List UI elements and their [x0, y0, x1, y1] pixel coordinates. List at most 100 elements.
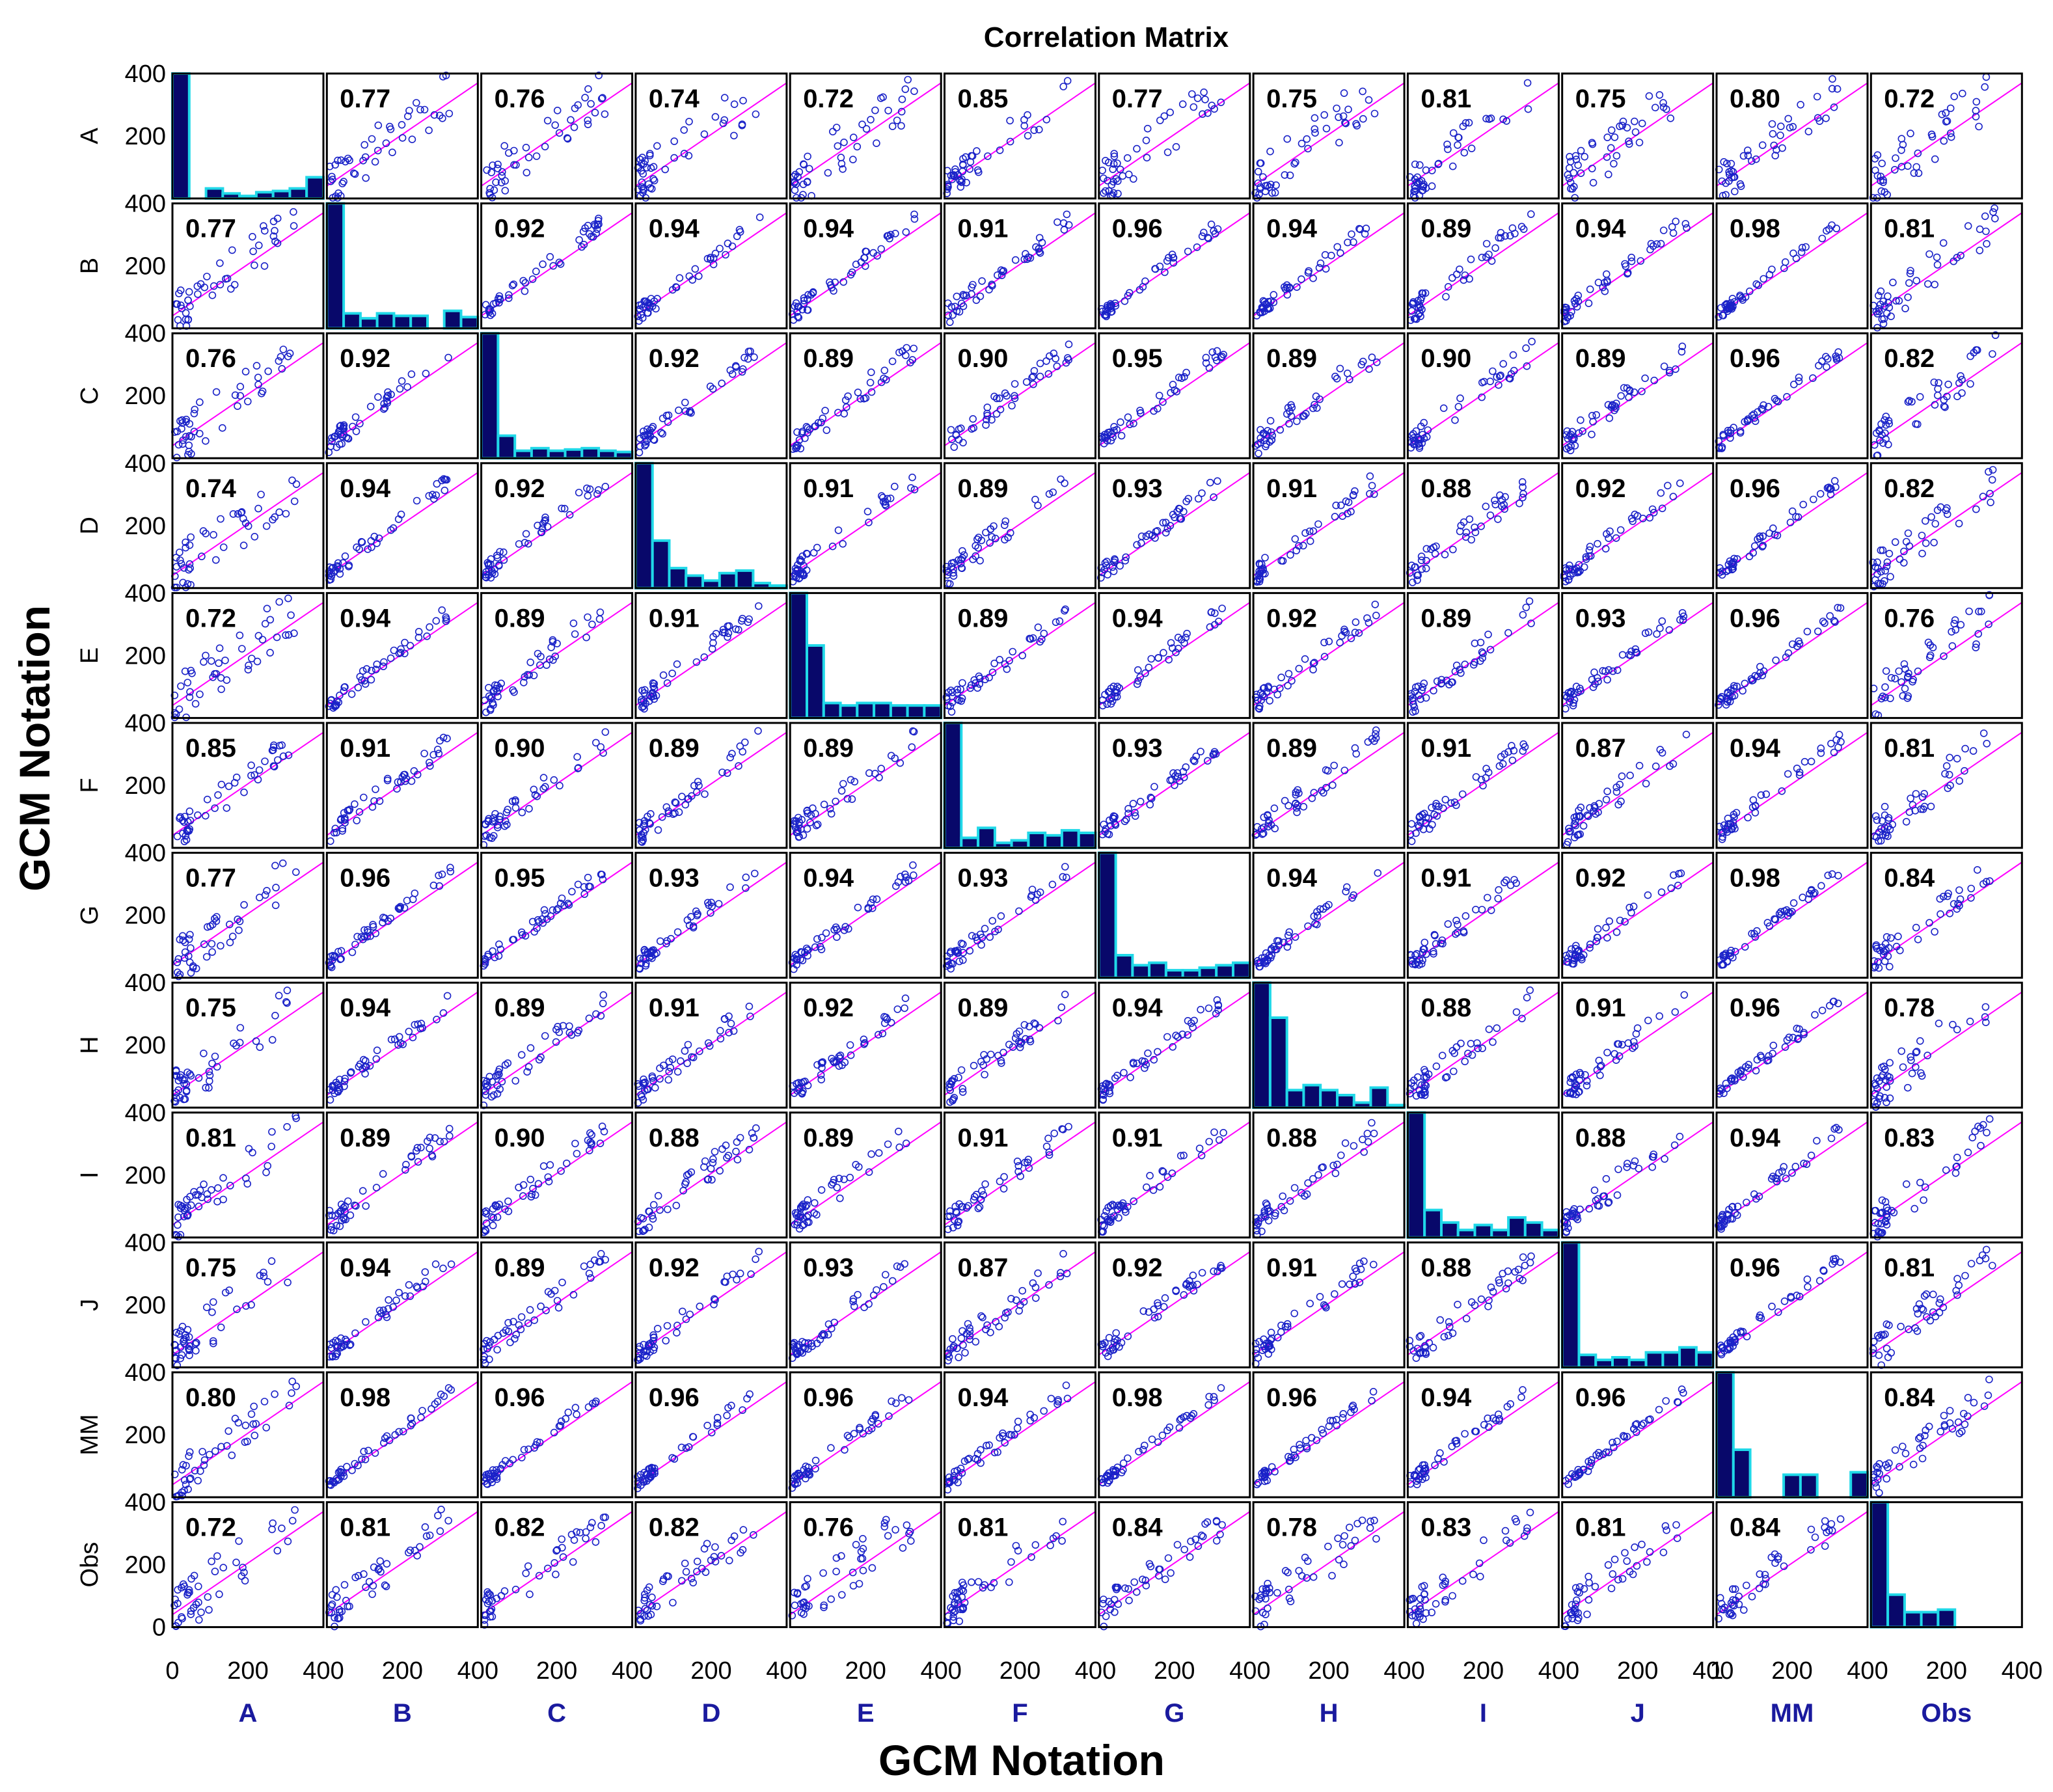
- scatter-point: [984, 152, 992, 160]
- histogram-bar: [1114, 954, 1134, 979]
- scatter-point: [539, 260, 547, 268]
- scatter-point: [357, 537, 366, 546]
- scatter-point: [1410, 441, 1418, 448]
- scatter-point: [739, 96, 747, 105]
- panel-a-vs-d: 0.74: [634, 72, 788, 202]
- scatter-point: [996, 405, 1005, 414]
- scatter-point: [1482, 502, 1490, 511]
- panel-b-vs-j: 0.94: [1560, 202, 1715, 330]
- scatter-point: [219, 543, 228, 551]
- scatter-point: [1892, 154, 1899, 162]
- panel-g-vs-obs: 0.84: [1869, 852, 2023, 979]
- scatter-point: [490, 686, 498, 695]
- scatter-point: [1879, 297, 1887, 306]
- scatter-point: [182, 433, 190, 441]
- correlation-label: 0.94: [1730, 734, 1781, 763]
- correlation-label: 0.88: [1421, 994, 1471, 1022]
- scatter-point: [429, 495, 438, 503]
- scatter-point: [1897, 146, 1905, 154]
- correlation-label: 0.91: [1421, 734, 1471, 763]
- scatter-point: [863, 508, 872, 516]
- scatter-point: [867, 368, 875, 377]
- scatter-point: [346, 156, 353, 165]
- scatter-point: [947, 171, 955, 180]
- histogram-bar: [685, 574, 704, 590]
- scatter-point: [1635, 139, 1644, 146]
- panel-frame: [1098, 72, 1251, 200]
- scatter-point: [1311, 401, 1318, 409]
- scatter-point: [1528, 338, 1536, 346]
- panel-f-vs-c: 0.90: [480, 722, 634, 849]
- scatter-point: [374, 121, 383, 129]
- histogram-bar: [513, 449, 534, 460]
- scatter-point: [1406, 173, 1414, 181]
- scatter-point: [1871, 576, 1879, 584]
- scatter-point: [532, 152, 541, 160]
- scatter-point: [522, 144, 530, 152]
- scatter-point: [1943, 117, 1951, 125]
- scatter-point: [837, 159, 846, 168]
- scatter-point: [1718, 177, 1726, 185]
- panel-f-vs-obs: 0.81: [1869, 722, 2023, 849]
- scatter-point: [1610, 159, 1618, 168]
- scatter-point: [279, 346, 288, 353]
- scatter-point: [202, 437, 210, 445]
- scatter-point: [1413, 576, 1421, 584]
- scatter-point: [379, 405, 388, 413]
- scatter-point: [1204, 234, 1213, 243]
- scatter-point: [271, 226, 279, 235]
- scatter-point: [1126, 420, 1134, 429]
- scatter-point: [947, 426, 955, 434]
- scatter-point: [1217, 98, 1225, 107]
- scatter-point: [487, 560, 495, 569]
- scatter-point: [1169, 254, 1177, 262]
- correlation-label: 0.91: [958, 215, 1009, 243]
- scatter-point: [366, 402, 375, 411]
- panel-c-vs-a: 0.76: [170, 332, 325, 462]
- panel-background: [635, 333, 787, 459]
- scatter-point: [1288, 403, 1296, 412]
- scatter-point: [489, 300, 498, 308]
- panel-h-vs-g: 0.94: [1097, 981, 1251, 1109]
- scatter-point: [1314, 520, 1322, 528]
- scatter-point: [982, 528, 990, 537]
- scatter-point: [1750, 542, 1759, 550]
- scatter-point: [1494, 515, 1502, 523]
- scatter-point: [720, 94, 729, 102]
- panel-c-vs-f: 0.90: [944, 332, 1096, 459]
- scatter-point: [1262, 440, 1270, 448]
- scatter-point: [1575, 429, 1583, 437]
- scatter-point: [1657, 489, 1665, 497]
- scatter-point: [534, 649, 542, 658]
- scatter-point: [1001, 536, 1009, 544]
- scatter-point: [969, 414, 977, 423]
- scatter-point: [1366, 472, 1374, 480]
- scatter-point: [1256, 159, 1264, 167]
- panel-background: [1407, 203, 1559, 329]
- scatter-point: [796, 444, 805, 453]
- fit-line: [1407, 212, 1559, 317]
- scatter-point: [583, 484, 591, 493]
- panel-i-vs-d: 0.88: [634, 1111, 788, 1239]
- scatter-point: [1991, 331, 2000, 339]
- scatter-point: [528, 275, 537, 283]
- scatter-point: [1930, 378, 1938, 387]
- panel-frame: [325, 332, 479, 459]
- scatter-point: [1420, 434, 1428, 442]
- scatter-point: [1119, 172, 1127, 180]
- scatter-point: [190, 409, 198, 418]
- scatter-point: [1822, 115, 1830, 122]
- scatter-point: [1736, 427, 1745, 435]
- histogram-bar: [977, 826, 996, 850]
- scatter-point: [1198, 489, 1206, 497]
- scatter-point: [1124, 413, 1132, 422]
- scatter-point: [800, 562, 808, 570]
- scatter-point: [1566, 572, 1574, 580]
- scatter-point: [1150, 407, 1158, 415]
- histogram-bar: [960, 836, 980, 849]
- panel-b-vs-a: 0.77: [171, 202, 325, 330]
- scatter-point: [1770, 141, 1778, 150]
- scatter-point: [1983, 239, 1991, 248]
- scatter-point: [1411, 563, 1419, 571]
